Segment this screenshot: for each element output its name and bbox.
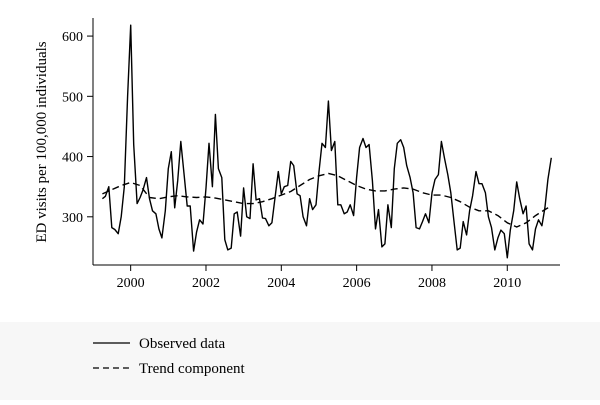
plot-area (101, 24, 552, 259)
y-ticks: 300 400 500 600 (62, 30, 93, 226)
legend-background (0, 322, 600, 400)
y-tick-label: 400 (62, 151, 83, 166)
x-ticks: 2000 2002 2004 2006 2008 2010 (117, 265, 521, 291)
legend: Observed data Trend component (93, 336, 246, 377)
x-tick-label: 2002 (192, 276, 220, 291)
axes (92, 18, 560, 266)
x-tick-label: 2006 (343, 276, 371, 291)
y-tick-label: 600 (62, 30, 83, 45)
x-tick-label: 2004 (267, 276, 295, 291)
series-line-observed (101, 24, 552, 259)
y-tick-label: 300 (62, 211, 83, 226)
legend-item-trend: Trend component (93, 361, 246, 377)
legend-item-observed: Observed data (93, 336, 226, 352)
x-tick-label: 2000 (117, 276, 145, 291)
legend-label-observed: Observed data (139, 336, 226, 352)
y-axis-label: ED visits per 100,000 individuals (34, 41, 50, 242)
legend-label-trend: Trend component (139, 361, 246, 377)
x-tick-label: 2008 (418, 276, 446, 291)
series-line-trend (102, 172, 552, 228)
y-tick-label: 500 (62, 90, 83, 105)
x-tick-label: 2010 (493, 276, 521, 291)
